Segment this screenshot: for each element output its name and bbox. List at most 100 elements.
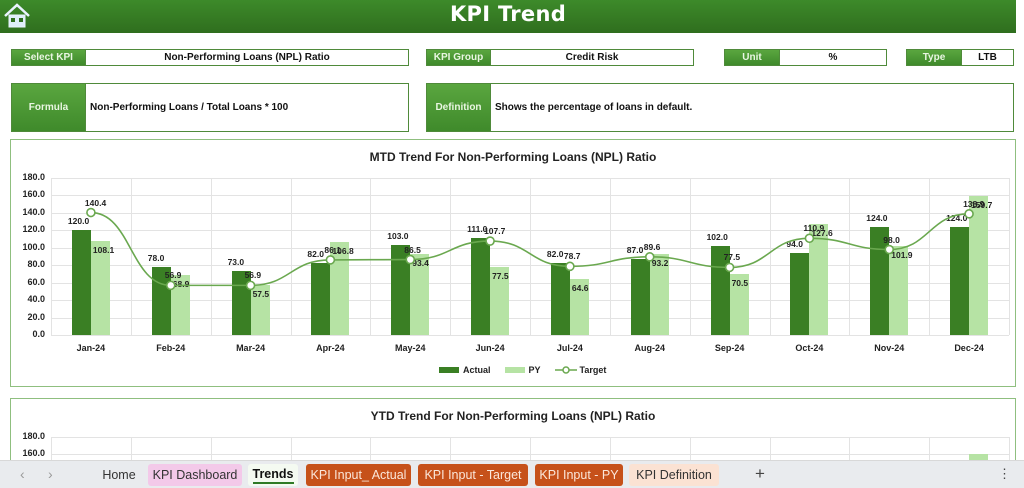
formula-field: Formula Non-Performing Loans / Total Loa… (11, 83, 409, 132)
py-data-label: 77.5 (492, 271, 509, 282)
actual-bar (630, 259, 650, 335)
py-data-label: 159.7 (971, 199, 993, 210)
kpi-group-label: KPI Group (427, 50, 491, 65)
tab-kpi-input-actual[interactable]: KPI Input_ Actual (306, 464, 411, 486)
actual-data-label: 73.0 (227, 257, 245, 268)
y-tick-label: 20.0 (27, 311, 45, 322)
x-tick-label: Aug-24 (634, 343, 665, 353)
mtd-trend-chart: MTD Trend For Non-Performing Loans (NPL)… (10, 139, 1016, 387)
gridline (370, 178, 372, 335)
target-data-label: 89.6 (643, 241, 661, 252)
sheet-tab-bar: ‹ › Home KPI Dashboard Trends KPI Input_… (0, 460, 1024, 488)
tab-kpi-input-target[interactable]: KPI Input - Target (418, 464, 528, 486)
actual-data-label: 102.0 (706, 232, 728, 243)
next-sheet-button[interactable]: › (48, 466, 53, 482)
actual-bar (151, 266, 171, 335)
py-bar (729, 273, 749, 335)
target-data-label: 77.5 (723, 252, 741, 263)
tab-trends[interactable]: Trends (248, 464, 298, 486)
x-tick-label: Jul-24 (556, 343, 583, 353)
tab-kpi-input-py[interactable]: KPI Input - PY (535, 464, 623, 486)
x-tick-label: Feb-24 (156, 343, 186, 353)
py-bar (410, 253, 430, 335)
actual-bar (231, 271, 251, 335)
actual-data-label: 94.0 (786, 239, 803, 249)
actual-data-label: 111.0 (467, 224, 488, 235)
kpi-group-value: Credit Risk (565, 52, 619, 63)
py-data-label: 70.5 (731, 277, 749, 288)
py-bar (889, 246, 909, 335)
actual-data-label: 78.0 (147, 252, 165, 263)
tab-kpi-dashboard[interactable]: KPI Dashboard (148, 464, 242, 486)
mtd-legend: Actual PY Target (439, 365, 606, 375)
legend-py: PY (504, 365, 541, 375)
y-tick-label: 180.0 (22, 431, 45, 441)
py-data-label: 93.4 (412, 257, 429, 268)
x-tick-label: May-24 (394, 343, 426, 353)
py-bar (490, 267, 510, 335)
x-tick-label: Apr-24 (316, 343, 345, 353)
gridline (450, 178, 452, 335)
y-tick-label: 0.0 (32, 329, 45, 339)
tab-kpi-definition[interactable]: KPI Definition (629, 464, 719, 486)
target-data-label: 140.4 (84, 197, 107, 208)
x-tick-label: Jun-24 (475, 343, 505, 353)
actual-data-label: 124.0 (946, 212, 968, 223)
y-tick-label: 80.0 (27, 259, 45, 270)
gridline (530, 178, 531, 335)
py-data-label: 57.5 (252, 288, 270, 299)
gridline (290, 178, 292, 335)
formula-value: Non-Performing Loans / Total Loans * 100 (90, 102, 289, 113)
home-icon[interactable] (3, 3, 31, 29)
y-tick-label: 180.0 (22, 172, 45, 182)
py-bar (649, 253, 669, 335)
actual-bar (471, 238, 491, 335)
actual-data-label: 82.0 (546, 249, 564, 260)
definition-value: Shows the percentage of loans in default… (495, 102, 693, 113)
actual-bar (550, 263, 570, 335)
py-bar (170, 274, 190, 335)
py-data-label: 127.6 (811, 227, 833, 238)
actual-data-label: 82.0 (307, 249, 324, 260)
type-value: LTB (978, 52, 997, 63)
gridline (609, 178, 611, 335)
unit-label: Unit (725, 50, 780, 65)
py-data-label: 108.1 (92, 244, 115, 255)
y-tick-label: 40.0 (27, 294, 45, 305)
target-data-label: 98.0 (883, 234, 900, 245)
definition-field: Definition Shows the percentage of loans… (426, 83, 1014, 132)
target-data-label: 56.9 (164, 270, 182, 281)
py-data-label: 106.8 (332, 245, 354, 256)
py-data-label: 68.9 (172, 278, 190, 289)
target-data-label: 138.9 (963, 198, 985, 209)
y-tick-label: 160.0 (22, 189, 45, 200)
py-data-label: 64.6 (571, 282, 589, 293)
x-tick-label: Sep-24 (714, 343, 745, 353)
prev-sheet-button[interactable]: ‹ (20, 466, 25, 482)
actual-bar (71, 230, 91, 335)
target-data-label: 107.7 (484, 226, 506, 237)
x-tick-label: Jan-24 (76, 343, 106, 353)
tab-home[interactable]: Home (102, 468, 136, 482)
py-data-label: 101.9 (891, 250, 913, 261)
actual-bar (790, 253, 810, 335)
ytd-chart-title: YTD Trend For Non-Performing Loans (NPL)… (370, 409, 656, 423)
py-bar (969, 195, 989, 335)
select-kpi-dropdown[interactable]: Non-Performing Loans (NPL) Ratio (164, 52, 330, 63)
py-data-label: 93.2 (651, 257, 669, 268)
legend-actual: Actual (439, 365, 491, 375)
actual-bar (710, 246, 730, 335)
py-bar (809, 223, 829, 335)
gridline (51, 335, 1009, 336)
gridline (1009, 178, 1010, 335)
gridline (51, 178, 52, 335)
target-data-label: 110.9 (803, 223, 825, 234)
actual-data-label: 124.0 (866, 212, 888, 223)
actual-data-label: 120.0 (67, 216, 90, 227)
target-line-marker-icon (554, 366, 577, 374)
add-sheet-button[interactable]: + (755, 464, 765, 483)
more-options-icon[interactable]: ⋮ (998, 466, 1011, 481)
py-bar (250, 284, 270, 335)
actual-data-label: 87.0 (626, 245, 644, 256)
